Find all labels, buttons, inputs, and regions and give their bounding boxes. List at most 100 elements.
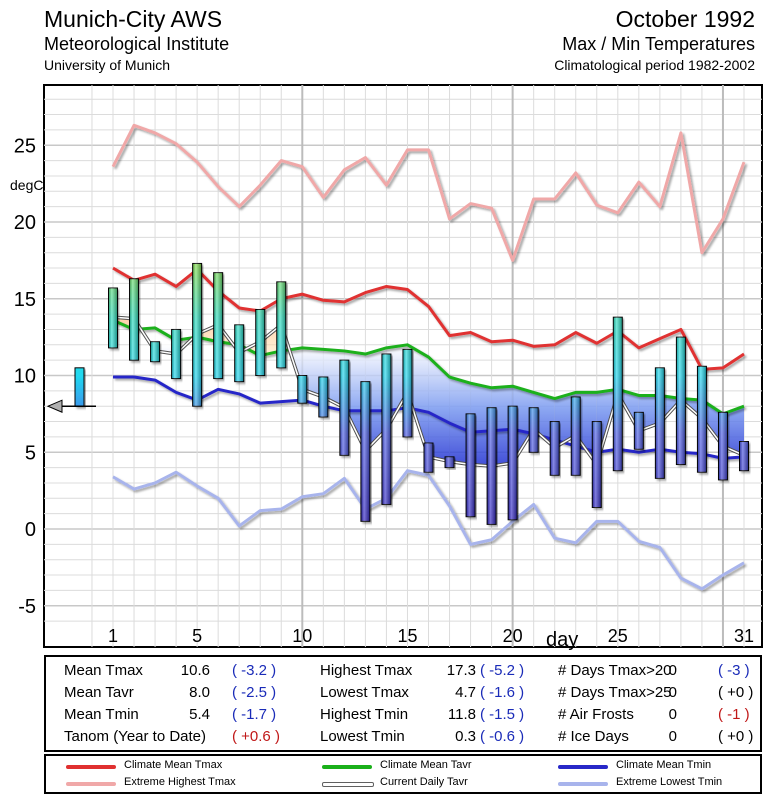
year-to-date-marker-arrow: [46, 399, 63, 413]
period-title: October 1992: [615, 6, 755, 32]
stat-label: Mean Tmin: [64, 706, 139, 723]
climatology-period: Climatological period 1982-2002: [554, 57, 755, 73]
y-tick-label: 20: [14, 212, 36, 234]
stat-label: Tanom (Year to Date): [64, 728, 207, 745]
stat-value: 8.0: [189, 684, 210, 701]
stat-anomaly: ( -5.2 ): [480, 662, 525, 679]
cold-anomaly-fill: [512, 386, 534, 463]
stat-label: # Ice Days: [558, 728, 629, 745]
university-name: University of Munich: [44, 57, 171, 73]
stat-value: 0.3: [455, 728, 476, 745]
stat-label: # Days Tmax>25: [558, 684, 672, 701]
stat-anomaly: ( -3 ): [718, 662, 750, 679]
daily-range-bar-shade: [655, 367, 665, 479]
daily-range-bar-shade: [487, 407, 497, 525]
stat-value: 0: [668, 706, 677, 723]
stat-label: Highest Tmin: [320, 706, 409, 723]
cold-anomaly-fill: [323, 349, 345, 408]
cold-anomaly-fill: [638, 395, 660, 431]
stat-value: 0: [668, 684, 677, 701]
statistics-panel: Mean Tmax 10.6( -3.2 ) Highest Tmax 17.3( -…: [44, 655, 762, 752]
cold-anomaly-fill: [554, 392, 576, 448]
stat-anomaly: ( +0 ): [718, 728, 754, 745]
daily-range-bar-shade: [697, 366, 707, 473]
daily-range-bar-shade: [276, 281, 286, 368]
stat-label: # Air Frosts: [558, 706, 634, 723]
stat-value: 17.3: [446, 662, 476, 679]
stat-label: Mean Tavr: [64, 684, 134, 701]
stat-anomaly: ( -2.5 ): [232, 684, 277, 701]
daily-range-bar-shade: [108, 288, 118, 348]
x-tick-label: 1: [108, 626, 118, 646]
daily-range-bar-shade: [192, 263, 202, 407]
station-title: Munich-City AWS: [44, 6, 223, 32]
stat-label: Mean Tmax: [64, 662, 143, 679]
daily-range-bar-shade: [171, 329, 181, 379]
stat-value: 0: [668, 662, 677, 679]
legend-label: Current Daily Tavr: [380, 776, 468, 788]
cold-anomaly-fill: [155, 327, 177, 355]
cold-anomaly-fill: [407, 344, 429, 457]
daily-range-bar-shade: [402, 349, 412, 437]
x-tick-label: 5: [192, 626, 202, 646]
stat-value: 4.7: [455, 684, 476, 701]
y-tick-label: 0: [25, 519, 36, 541]
stat-anomaly: ( -1.7 ): [232, 706, 277, 723]
cold-anomaly-fill: [491, 386, 513, 467]
y-tick-label: 10: [14, 366, 36, 388]
legend-label: Climate Mean Tmax: [124, 759, 223, 771]
cold-anomaly-fill: [365, 347, 387, 451]
daily-range-bar-shade: [234, 324, 244, 382]
daily-range-bar-shade: [445, 456, 455, 468]
legend-swatch: [66, 782, 116, 786]
cold-anomaly-fill: [344, 350, 366, 451]
cold-anomaly-fill: [575, 392, 597, 465]
stat-value: 11.8: [447, 706, 476, 723]
stat-anomaly: ( -0.6 ): [480, 728, 525, 745]
daily-range-bar-shade: [571, 396, 581, 476]
stat-label: Lowest Tmin: [320, 728, 405, 745]
x-tick-label: 15: [397, 626, 417, 646]
daily-range-bar-shade: [318, 377, 328, 417]
stat-anomaly: ( +0.6 ): [232, 728, 280, 745]
extreme-lowest-tmin-line: [112, 469, 745, 591]
legend-swatch: [322, 765, 372, 769]
daily-range-bar-shade: [255, 309, 265, 376]
stat-label: # Days Tmax>20: [558, 662, 672, 679]
stat-anomaly: ( -1 ): [718, 706, 750, 723]
climate-mean-tmin-line: [113, 375, 745, 460]
stat-value: 10.6: [180, 662, 210, 679]
x-axis-label: day: [546, 629, 578, 651]
cold-anomaly-fill: [722, 406, 744, 456]
daily-range-bar-shade: [634, 412, 644, 450]
y-tick-label: 25: [14, 135, 36, 157]
x-tick-label: 25: [608, 626, 628, 646]
legend-label: Extreme Highest Tmax: [124, 776, 236, 788]
daily-range-bar-shade: [129, 278, 139, 361]
daily-range-bar-shade: [466, 413, 476, 517]
x-tick-label: 31: [734, 626, 754, 646]
stat-anomaly: ( +0 ): [718, 684, 754, 701]
daily-range-bar-shade: [381, 354, 391, 505]
stat-anomaly: ( -1.5 ): [480, 706, 525, 723]
cold-anomaly-fill: [428, 357, 450, 462]
y-axis-label: degC: [10, 177, 43, 193]
daily-range-bar-shade: [592, 421, 602, 508]
daily-range-bar-shade: [339, 360, 349, 456]
legend-label: Climate Mean Tmin: [616, 759, 712, 771]
daily-range-bar-shade: [718, 412, 728, 480]
x-tick-label: 20: [503, 626, 523, 646]
institute-name: Meteorological Institute: [44, 34, 230, 54]
cold-anomaly-fill: [449, 377, 471, 465]
daily-range-bar-shade: [297, 375, 307, 404]
stat-anomaly: ( -3.2 ): [232, 662, 277, 679]
stat-value: 0: [668, 728, 677, 745]
y-tick-label: 5: [25, 442, 36, 464]
legend-label: Extreme Lowest Tmin: [616, 776, 723, 788]
legend-swatch: [322, 782, 374, 787]
daily-range-bar-shade: [150, 341, 160, 362]
y-tick-label: -5: [18, 596, 36, 618]
daily-range-bar-shade: [739, 441, 749, 471]
stat-value: 5.4: [189, 706, 210, 723]
